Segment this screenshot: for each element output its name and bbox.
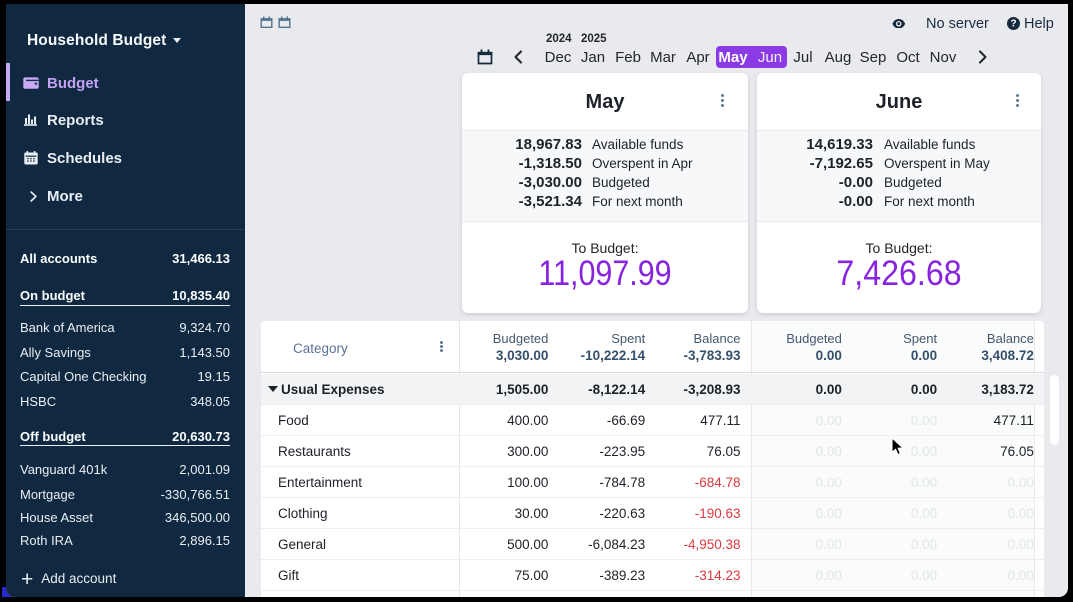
svg-text:?: ? — [1010, 19, 1016, 30]
